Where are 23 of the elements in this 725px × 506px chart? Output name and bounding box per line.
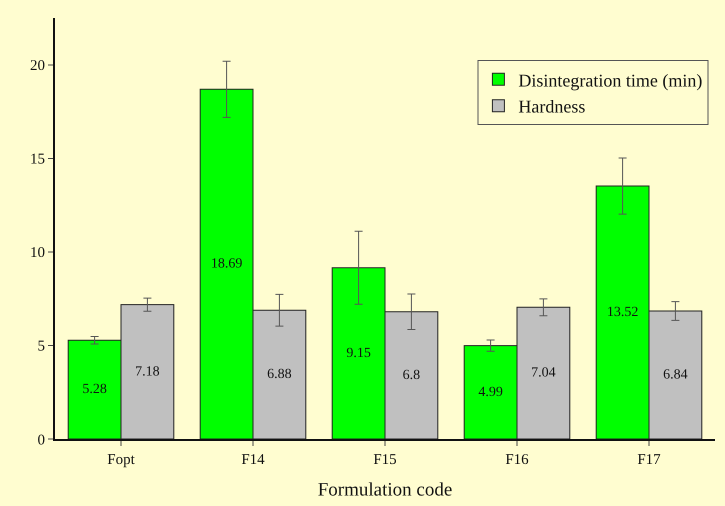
y-tick-label: 15 xyxy=(30,152,45,168)
x-tick-label: F16 xyxy=(505,452,530,468)
y-tick-label: 10 xyxy=(30,245,45,262)
x-tick-label: F15 xyxy=(373,452,397,468)
x-tick-label: Fopt xyxy=(107,452,136,468)
data-label: 6.8 xyxy=(402,368,420,383)
data-label: 6.88 xyxy=(267,367,292,382)
x-tick-label: F14 xyxy=(241,452,266,468)
data-label: 9.15 xyxy=(346,346,371,361)
data-label: 13.52 xyxy=(606,305,638,320)
y-tick-label: 5 xyxy=(38,338,45,355)
data-label: 7.04 xyxy=(531,366,556,381)
data-label: 5.28 xyxy=(82,382,107,398)
data-label: 4.99 xyxy=(478,384,503,400)
legend-label: Hardness xyxy=(518,96,586,117)
data-label: 6.84 xyxy=(663,368,688,383)
legend-label: Disintegration time (min) xyxy=(518,70,702,90)
data-label: 7.18 xyxy=(135,364,160,380)
data-label: 18.69 xyxy=(210,256,242,272)
x-axis-title: Formulation code xyxy=(318,479,452,500)
y-tick-label: 0 xyxy=(38,432,45,448)
y-tick-label: 20 xyxy=(30,58,45,74)
x-tick-label: F17 xyxy=(637,452,662,468)
